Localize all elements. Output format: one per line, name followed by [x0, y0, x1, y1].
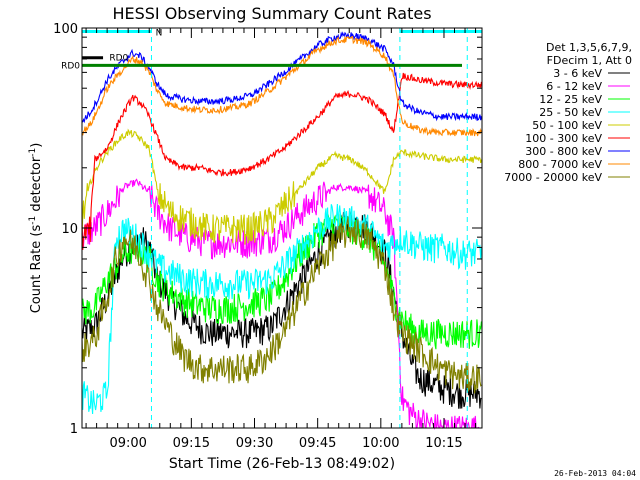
series-path [81, 72, 482, 250]
y-axis-label-tail: detector [29, 156, 44, 216]
series-7000-to-20000keV-kev-line [81, 217, 482, 394]
x-tick-label: 10:00 [362, 436, 399, 451]
legend: Det 1,3,5,6,7,9,FDecim 1, Att 03 - 6 keV… [504, 41, 632, 184]
series-800-to-7000keV-kev-line [81, 35, 482, 137]
series-25-to-50keV-kev-line [81, 203, 482, 415]
series-path [81, 209, 482, 409]
series-3-to-6keV-kev-line [81, 209, 482, 409]
legend-entry-label: 800 - 7000 keV [518, 158, 602, 171]
timestamp-stamp: 26-Feb-2013 04:04 [554, 469, 636, 478]
x-tick-label: 09:45 [299, 436, 336, 451]
legend-entry-label: 6 - 12 keV [546, 80, 602, 93]
series-100-to-300keV-kev-line [81, 72, 482, 250]
axes: 1 10 100 09:00 09:15 09:30 09:45 10:00 10:15 [53, 22, 483, 451]
legend-header-line: FDecim 1, Att 0 [547, 54, 632, 67]
series-12-to-25keV-kev-line [81, 213, 482, 350]
y-axis-label-sup: -1 [28, 216, 38, 225]
y-axis-label-main: Count Rate (s [29, 225, 44, 314]
legend-entry-label: 7000 - 20000 keV [504, 171, 602, 184]
x-axis-label: Start Time (26-Feb-13 08:49:02) [169, 456, 395, 472]
legend-entry-label: 3 - 6 keV [553, 67, 602, 80]
series-50-to-100keV-kev-line [81, 128, 482, 245]
series-path [81, 128, 482, 245]
y-tick-label: 10 [61, 222, 78, 237]
legend-entry-label: 100 - 300 keV [525, 132, 602, 145]
flag-rd0-left-label: RD0 [61, 61, 80, 71]
legend-entry-label: 50 - 100 keV [532, 119, 602, 132]
legend-entry-label: 12 - 25 keV [539, 93, 602, 106]
series-path [81, 31, 482, 124]
x-tick-label: 10:15 [425, 436, 462, 451]
x-tick-label: 09:30 [236, 436, 273, 451]
y-tick-label: 100 [53, 22, 78, 37]
series-path [81, 178, 482, 430]
x-tick-label: 09:00 [109, 436, 146, 451]
series-path [81, 217, 482, 394]
series-300-to-800keV-kev-line [81, 31, 482, 124]
series-path [81, 35, 482, 137]
x-tick-label: 09:15 [173, 436, 210, 451]
flag-n-label: N [156, 29, 163, 39]
y-axis-label: Count Rate (s-1 detector-1) [28, 143, 44, 314]
y-tick-label: 1 [70, 422, 78, 437]
flag-rd0-label: RD0 [109, 54, 128, 64]
chart-title: HESSI Observing Summary Count Rates [112, 4, 431, 23]
legend-entry-label: 300 - 800 keV [525, 145, 602, 158]
legend-entry-label: 25 - 50 keV [539, 106, 602, 119]
legend-header-line: Det 1,3,5,6,7,9, [546, 41, 632, 54]
plot-area: N RD0 RD0 [61, 28, 482, 430]
series-6-to-12keV-kev-line [81, 178, 482, 430]
series-path [81, 203, 482, 415]
series-path [81, 213, 482, 350]
y-axis-label-close: ) [29, 143, 44, 148]
y-axis-label-sup2: -1 [28, 148, 38, 157]
